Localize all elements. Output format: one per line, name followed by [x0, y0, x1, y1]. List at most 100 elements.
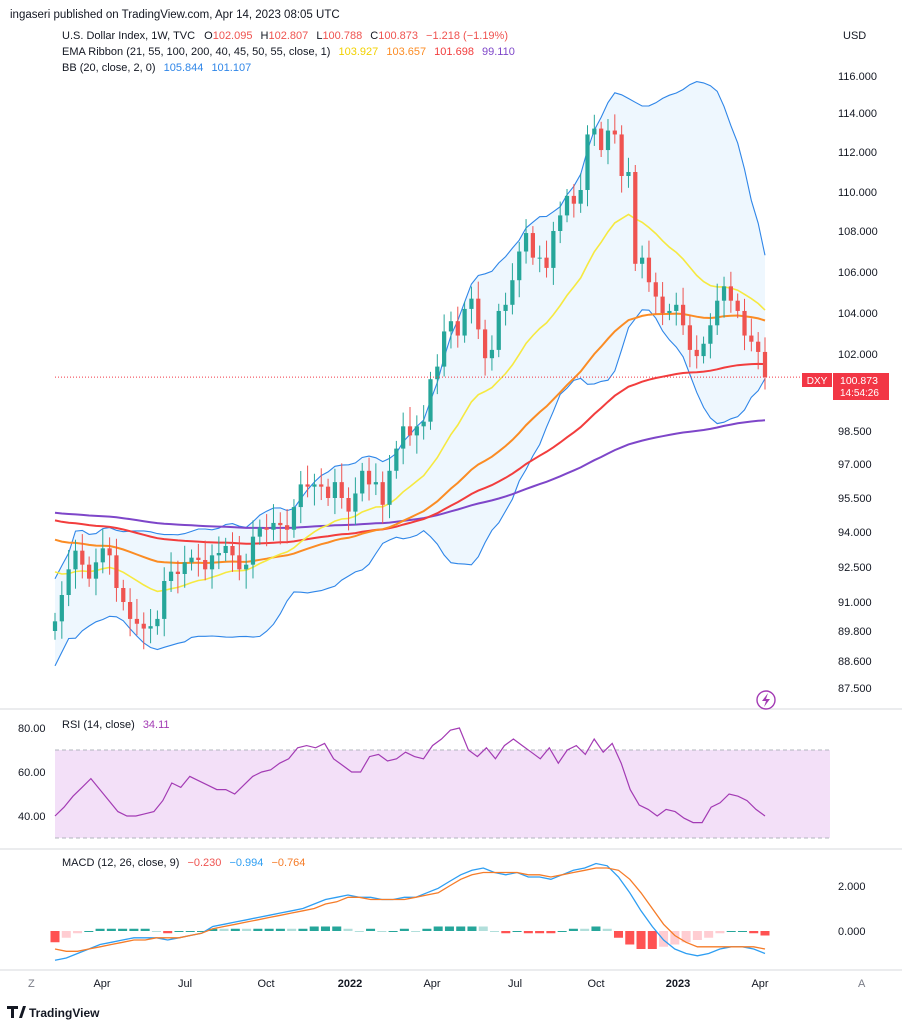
candle-body[interactable] [148, 626, 153, 629]
candle-body[interactable] [660, 296, 665, 313]
candle-body[interactable] [346, 498, 351, 512]
candle-body[interactable] [510, 280, 515, 305]
candle-body[interactable] [626, 172, 631, 176]
candle-body[interactable] [694, 349, 699, 357]
candle-body[interactable] [257, 527, 262, 537]
candle-body[interactable] [278, 522, 283, 526]
candle-body[interactable] [496, 310, 501, 350]
candle-body[interactable] [728, 286, 733, 301]
candle-body[interactable] [73, 550, 78, 570]
ema-55-line[interactable] [54, 312, 766, 565]
price-axis[interactable]: 116.000 114.000 112.000 110.000 108.000 106.0… [838, 71, 878, 695]
candle-body[interactable] [414, 426, 419, 436]
candle-body[interactable] [325, 486, 331, 498]
candle-body[interactable] [134, 618, 140, 624]
candle-body[interactable] [155, 618, 160, 627]
candle-body[interactable] [264, 527, 269, 530]
candle-body[interactable] [250, 536, 256, 565]
candle-body[interactable] [442, 331, 447, 367]
candle-body[interactable] [756, 341, 761, 352]
macd-line[interactable] [54, 862, 766, 961]
candle-body[interactable] [708, 325, 713, 344]
lightning-icon[interactable] [756, 690, 776, 710]
candle-body[interactable] [127, 602, 133, 619]
ema-200-line[interactable] [54, 419, 766, 530]
candle-body[interactable] [107, 548, 112, 556]
macd-signal-line[interactable] [54, 867, 766, 952]
candle-body[interactable] [749, 335, 754, 342]
candle-body[interactable] [653, 282, 658, 297]
candle-body[interactable] [612, 130, 617, 135]
candle-body[interactable] [366, 470, 372, 485]
candle-body[interactable] [462, 308, 467, 336]
candle-body[interactable] [141, 623, 146, 629]
candle-body[interactable] [360, 470, 365, 494]
candle-body[interactable] [523, 233, 529, 252]
candle-body[interactable] [599, 128, 604, 151]
auto-scale-button[interactable]: A [858, 978, 866, 990]
candle-body[interactable] [203, 560, 208, 570]
scale-left-button[interactable]: Z [28, 978, 35, 990]
candle-body[interactable] [87, 564, 92, 579]
candle-body[interactable] [674, 304, 679, 311]
candle-body[interactable] [687, 325, 693, 350]
candle-body[interactable] [373, 482, 378, 485]
candle-body[interactable] [639, 257, 645, 264]
macd-pane[interactable]: 2.000 0.000 [50, 862, 866, 961]
candle-body[interactable] [189, 557, 194, 563]
candle-body[interactable] [305, 484, 310, 487]
candle-body[interactable] [633, 172, 638, 264]
candle-body[interactable] [578, 190, 583, 204]
candle-body[interactable] [585, 134, 590, 190]
candle-body[interactable] [530, 233, 536, 258]
ema-100-line[interactable] [54, 362, 766, 545]
candle-body[interactable] [503, 304, 508, 311]
candle-body[interactable] [742, 310, 747, 336]
candle-body[interactable] [291, 507, 297, 530]
candle-body[interactable] [564, 195, 570, 216]
candle-body[interactable] [421, 421, 426, 427]
candle-body[interactable] [571, 195, 576, 204]
candle-body[interactable] [394, 448, 399, 471]
ema-21-line[interactable] [54, 213, 766, 593]
candle-body[interactable] [551, 231, 556, 268]
candle-body[interactable] [59, 595, 64, 622]
candle-body[interactable] [435, 366, 440, 380]
candle-body[interactable] [448, 321, 454, 332]
candle-body[interactable] [558, 215, 563, 231]
candle-body[interactable] [619, 134, 624, 176]
candle-body[interactable] [312, 484, 317, 487]
candle-body[interactable] [100, 548, 105, 563]
candle-body[interactable] [592, 128, 597, 135]
candle-body[interactable] [489, 349, 495, 359]
candle-body[interactable] [271, 522, 276, 530]
candle-body[interactable] [168, 571, 174, 581]
candle-body[interactable] [93, 562, 99, 579]
candle-body[interactable] [284, 525, 290, 530]
candle-body[interactable] [721, 286, 727, 301]
candle-body[interactable] [80, 550, 85, 565]
candle-body[interactable] [230, 546, 235, 556]
candle-body[interactable] [319, 484, 324, 487]
candle-body[interactable] [121, 588, 126, 602]
candle-body[interactable] [680, 304, 686, 326]
time-axis[interactable]: Apr Jul Oct 2022 Apr Jul Oct 2023 Apr [93, 978, 768, 990]
rsi-pane[interactable]: 80.00 60.00 40.00 [18, 723, 830, 839]
candle-body[interactable] [223, 546, 228, 553]
candle-body[interactable] [544, 257, 549, 268]
candle-body[interactable] [237, 555, 242, 570]
candle-body[interactable] [701, 343, 706, 357]
rsi-line[interactable] [54, 727, 766, 824]
price-pane[interactable] [52, 81, 800, 667]
candle-body[interactable] [401, 426, 406, 449]
candle-body[interactable] [66, 569, 71, 595]
candle-body[interactable] [667, 310, 672, 313]
candle-body[interactable] [244, 564, 249, 570]
candle-body[interactable] [332, 482, 338, 498]
candle-body[interactable] [339, 482, 344, 498]
candle-body[interactable] [476, 298, 481, 330]
candle-body[interactable] [482, 329, 488, 359]
candle-body[interactable] [646, 257, 652, 283]
candle-body[interactable] [353, 493, 358, 512]
